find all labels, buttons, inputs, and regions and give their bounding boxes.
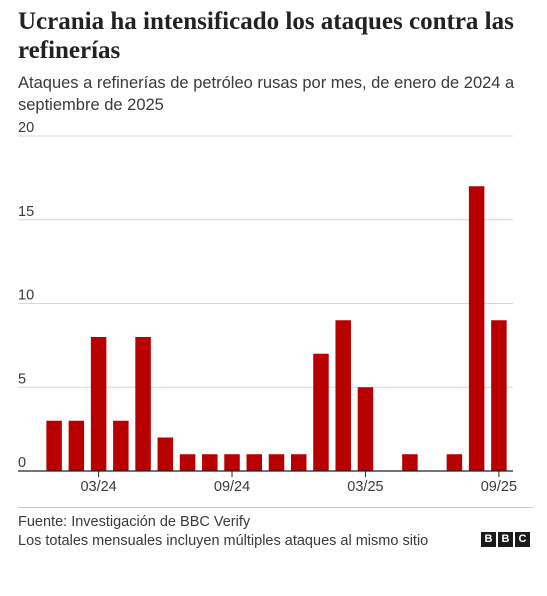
bar-05-25 <box>402 454 418 471</box>
bar-10-24 <box>246 454 263 471</box>
bar-08-24 <box>202 454 218 471</box>
x-tick-label: 09/24 <box>214 479 250 495</box>
footer-divider <box>18 507 533 508</box>
x-tick-label: 09/25 <box>481 479 517 495</box>
bar-12-24 <box>290 454 307 471</box>
footer-source: Fuente: Investigación de BBC Verify Los … <box>18 513 458 551</box>
y-tick-label: 0 <box>18 455 26 471</box>
bar-03-24 <box>90 337 107 471</box>
bar-11-24 <box>268 454 285 471</box>
bar-02-24 <box>68 420 85 471</box>
source-text: Fuente: Investigación de BBC Verify <box>18 514 251 530</box>
bar-07-24 <box>179 454 196 471</box>
y-tick-label: 10 <box>18 288 34 304</box>
bar-08-25 <box>468 186 485 471</box>
bar-05-24 <box>135 337 151 471</box>
bar-chart: 0 5 10 15 20 03/24 09/24 03/25 09/25 <box>18 120 517 495</box>
bar-04-24 <box>113 420 129 471</box>
y-tick-label: 15 <box>18 204 34 220</box>
x-tick-label: 03/24 <box>80 479 116 495</box>
bbc-logo-letter-2: B <box>498 532 513 547</box>
bar-07-25 <box>446 454 463 471</box>
bar-01-25 <box>313 353 329 471</box>
bar-06-24 <box>157 437 174 471</box>
bbc-logo-letter-3: C <box>515 532 530 547</box>
y-tick-label: 20 <box>18 120 34 136</box>
y-tick-label: 5 <box>18 371 26 387</box>
bbc-logo-letter-1: B <box>481 532 496 547</box>
bar-01-24 <box>46 420 62 471</box>
bar-09-24 <box>224 454 240 471</box>
bar-02-25 <box>335 320 351 471</box>
bar-09-25 <box>491 320 507 471</box>
chart-title: Ucrania ha intensificado los ataques con… <box>18 8 514 64</box>
note-text: Los totales mensuales incluyen múltiples… <box>18 533 429 549</box>
x-tick-label: 03/25 <box>347 479 383 495</box>
bbc-logo: B B C <box>481 532 530 547</box>
chart-subtitle: Ataques a refinerías de petróleo rusas p… <box>18 74 515 114</box>
bar-03-25 <box>357 387 374 471</box>
